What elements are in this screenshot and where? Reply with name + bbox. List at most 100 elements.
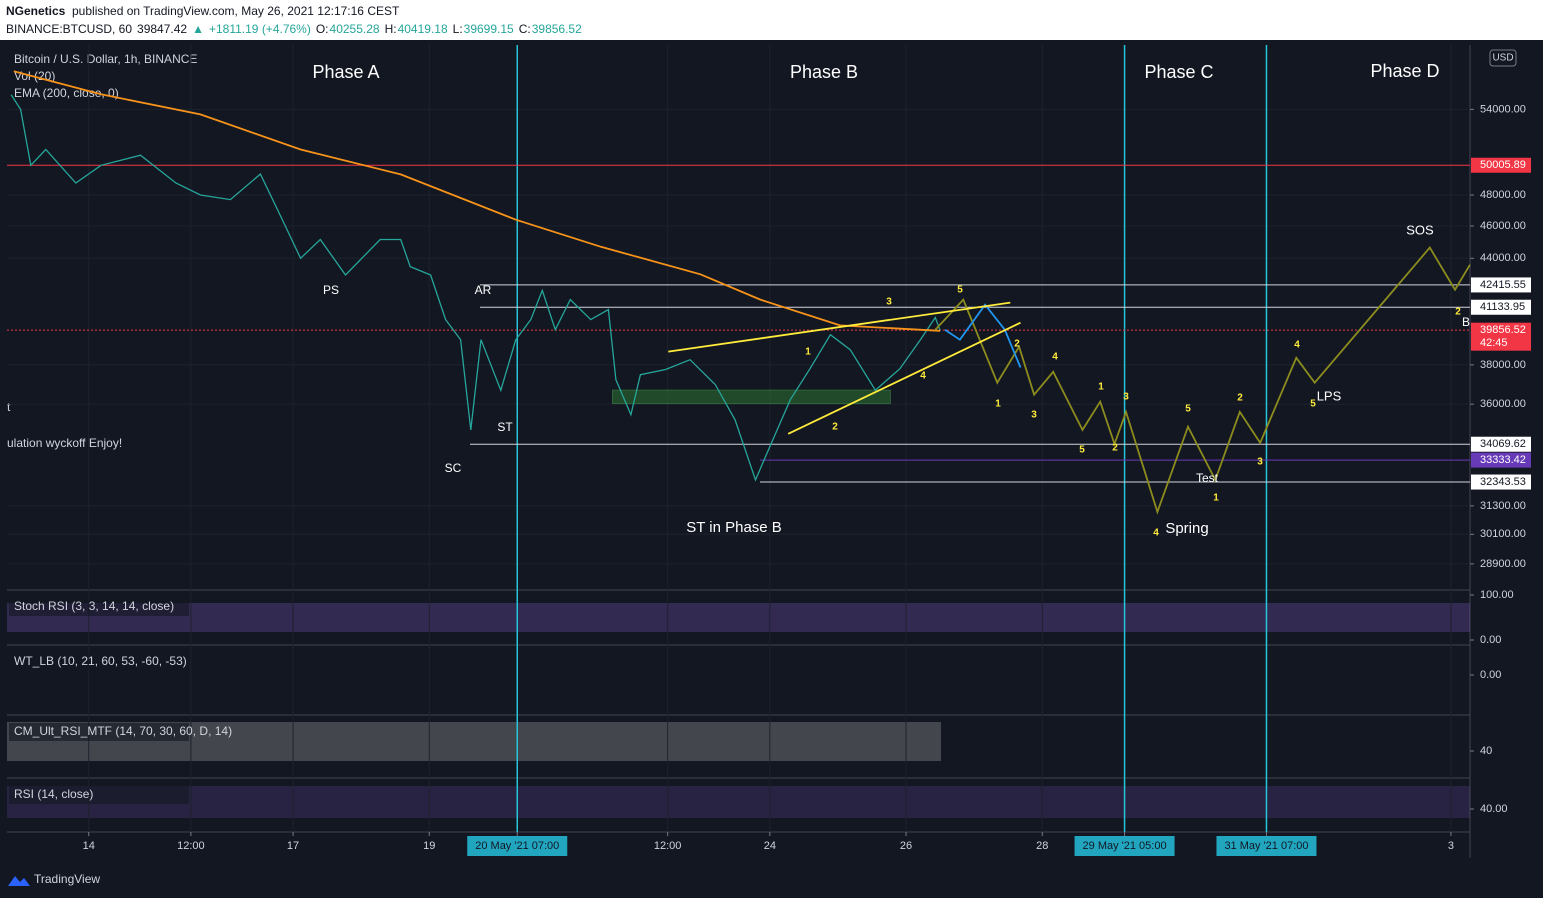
publisher: NGenetics [6,4,66,18]
annotation: ST [497,420,513,434]
annotation: SOS [1406,222,1434,237]
range-box [611,389,891,405]
stoch-band [7,603,1470,632]
wave-label: 3 [886,297,892,308]
y-tick-label: 46000.00 [1480,220,1526,232]
indicator-label-bg [9,653,189,671]
quote-part: 40255.28 [330,22,380,36]
price-label: 33333.42 [1480,454,1526,466]
price-line [787,321,1021,435]
wave-label: 2 [1455,307,1461,318]
currency-badge[interactable] [1489,49,1517,67]
quote-part: 40419.18 [398,22,448,36]
price-label-bg [1471,322,1531,351]
quote-part: H: [385,22,397,36]
x-tick-highlight [1074,836,1175,856]
wave-label: 2 [832,422,838,433]
legend-entry: EMA (200, close, 0) [14,86,119,100]
header-bar [0,0,1543,40]
quote-part: ▲ [192,22,204,36]
price-label: 50005.89 [1480,159,1526,171]
rsi-band [7,786,1470,818]
price-label-bg [1471,452,1531,468]
x-tick-label: 24 [764,840,776,852]
y-tick-label: 36000.00 [1480,398,1526,410]
indicator-name: CM_Ult_RSI_MTF (14, 70, 30, 60, D, 14) [14,724,232,738]
wave-label: 1 [805,347,811,358]
wave-label: 4 [1052,352,1058,363]
price-line [10,94,941,482]
quote-part: L: [453,22,463,36]
wave-label: 4 [1294,340,1300,351]
indicator-tick-label: 0.00 [1480,634,1501,646]
indicator-name: WT_LB (10, 21, 60, 53, -60, -53) [14,654,187,668]
price-label: 32343.53 [1480,476,1526,488]
price-line [668,301,1011,353]
wave-label: 1 [1098,382,1104,393]
indicator-tick-label: 40.00 [1480,803,1508,815]
annotation: Phase A [312,62,379,82]
x-tick-label: 19 [423,840,435,852]
annotation: LPS [1317,388,1342,403]
wave-label: 5 [1079,445,1085,456]
currency[interactable]: USD [1492,53,1513,64]
annotation: ST in Phase B [686,519,782,536]
quote-part: 39856.52 [532,22,582,36]
price-label: 42415.55 [1480,279,1526,291]
x-tick-highlight [1216,836,1317,856]
wave-label: 2 [1112,443,1118,454]
annotation: Phase C [1144,62,1213,82]
annotation: AR [475,283,492,297]
price-label-bg [1471,299,1531,315]
indicator-label-bg [9,598,189,616]
y-tick-label: 28900.00 [1480,558,1526,570]
footer-text: TradingView [34,872,100,886]
x-tick-label: 26 [900,840,912,852]
indicator-label-bg [9,723,189,741]
x-tick-label: 12:00 [654,840,682,852]
indicator-tick-label: 0.00 [1480,669,1501,681]
y-tick-label: 38000.00 [1480,359,1526,371]
annotation: Test [1196,471,1219,485]
indicator-name: Stoch RSI (3, 3, 14, 14, close) [14,599,174,613]
wave-label: 5 [957,285,963,296]
quote-part: O: [316,22,329,36]
annotation: PS [323,283,339,297]
annotation: Spring [1165,520,1208,537]
note: t [7,400,11,414]
quote-part: +1811.19 (+4.76%) [209,22,311,36]
annotation: SC [445,461,462,475]
wave-label: 3 [1031,410,1037,421]
wave-label: 1 [1213,493,1219,504]
indicator-label-bg [9,786,189,804]
indicator-name: RSI (14, close) [14,787,93,801]
x-tick-highlight [467,836,568,856]
x-tick-label: 17 [287,840,299,852]
wave-label: 2 [1237,393,1243,404]
wave-label: 4 [920,371,926,382]
wave-label: 5 [1310,399,1316,410]
y-tick-label: 30100.00 [1480,528,1526,540]
note: ulation wyckoff Enjoy! [7,436,122,450]
indicator-tick-label: 40 [1480,745,1492,757]
price-label-bg [1471,157,1531,173]
y-tick-label: 44000.00 [1480,252,1526,264]
x-tick-label: 31 May '21 07:00 [1224,840,1308,852]
x-tick-label: 28 [1036,840,1048,852]
x-tick-label: 14 [83,840,95,852]
wave-label: 2 [1014,339,1020,350]
quote-part: 39699.15 [464,22,514,36]
wave-label: 3 [1123,392,1129,403]
price-label: 41133.95 [1480,301,1525,313]
price-label-bg [1471,474,1531,490]
price-line [934,246,1471,515]
wave-label: 1 [995,399,1001,410]
y-tick-label: 54000.00 [1480,103,1526,115]
annotation: Phase B [790,62,858,82]
footer [0,858,1543,898]
price-label: 39856.52 [1480,324,1526,336]
price-label-bg [1471,277,1531,293]
quote-part: BINANCE:BTCUSD, 60 [6,22,132,36]
